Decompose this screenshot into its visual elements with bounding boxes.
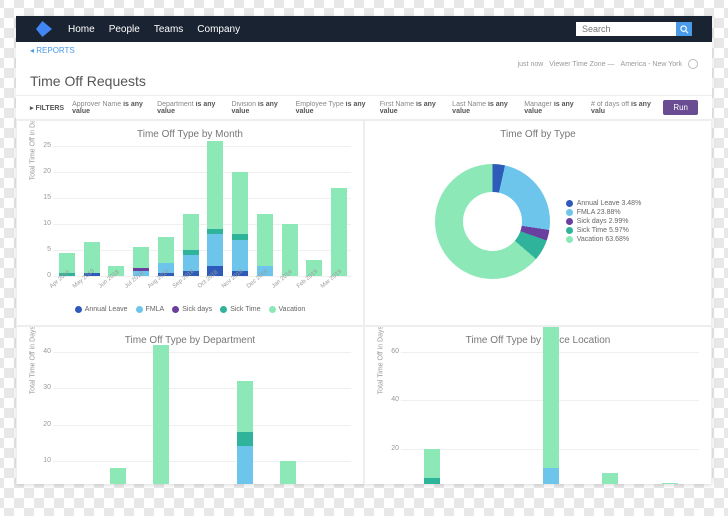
bar: Mar 2019 bbox=[327, 188, 351, 276]
bar: Feb 2019 bbox=[303, 260, 327, 276]
bar bbox=[581, 473, 639, 484]
bar bbox=[522, 326, 580, 484]
filters-label[interactable]: ▸ FILTERS bbox=[30, 104, 64, 112]
filter-item[interactable]: Approver Name is any value bbox=[72, 101, 149, 115]
legend-item: Sick Time bbox=[220, 306, 260, 313]
donut-legend-item: Vacation 63.68% bbox=[566, 236, 642, 243]
filters-row: ▸ FILTERS Approver Name is any value Depa… bbox=[16, 95, 712, 120]
search-icon bbox=[680, 25, 689, 34]
legend-item: Sick days bbox=[172, 306, 212, 313]
search-button[interactable] bbox=[676, 22, 692, 36]
run-button[interactable]: Run bbox=[663, 100, 698, 115]
donut-legend-item: Sick days 2.99% bbox=[566, 218, 642, 225]
chart1-ylabel: Total Time Off in Days bbox=[30, 120, 37, 180]
legend-item: Vacation bbox=[269, 306, 306, 313]
bar: Jan 2019 bbox=[278, 224, 302, 276]
filter-item[interactable]: Manager is any value bbox=[524, 101, 583, 115]
donut-legend-item: Sick Time 5.97% bbox=[566, 227, 642, 234]
filter-item[interactable]: Division is any value bbox=[231, 101, 287, 115]
donut-chart bbox=[435, 164, 550, 279]
bar: Nov 2018 bbox=[228, 172, 252, 276]
nav-teams[interactable]: Teams bbox=[154, 24, 183, 35]
bar: Jul 2018 bbox=[129, 247, 153, 276]
panel-dept: Time Off Type by Department Total Time O… bbox=[16, 326, 364, 484]
filter-item[interactable]: Last Name is any value bbox=[452, 101, 516, 115]
bar: Aug 2018 bbox=[154, 237, 178, 276]
tz-label: Viewer Time Zone — bbox=[549, 61, 614, 68]
chart4-ylabel: Total Time Off in Days bbox=[378, 326, 385, 394]
breadcrumb[interactable]: ◂ REPORTS bbox=[16, 42, 712, 59]
panel-type-title: Time Off by Type bbox=[377, 129, 699, 140]
bar bbox=[225, 381, 266, 484]
nav-company[interactable]: Company bbox=[197, 24, 240, 35]
bar bbox=[267, 461, 308, 484]
chart3-ylabel: Total Time Off in Days bbox=[30, 326, 37, 394]
bar bbox=[403, 449, 461, 484]
bar: May 2018 bbox=[80, 242, 104, 276]
filter-item[interactable]: # of days off is any valu bbox=[591, 101, 655, 115]
top-nav: Home People Teams Company bbox=[16, 16, 712, 42]
legend-item: Annual Leave bbox=[75, 306, 128, 313]
tz-value[interactable]: America - New York bbox=[621, 61, 682, 68]
tz-justnow: just now bbox=[518, 61, 544, 68]
nav-people[interactable]: People bbox=[109, 24, 140, 35]
panel-type: Time Off by Type Annual Leave 3.48% FMLA … bbox=[364, 120, 712, 326]
panel-month-title: Time Off Type by Month bbox=[29, 129, 351, 140]
search-input[interactable] bbox=[576, 22, 676, 36]
legend-item: FMLA bbox=[136, 306, 165, 313]
panel-month: Time Off Type by Month Total Time Off in… bbox=[16, 120, 364, 326]
panel-dept-title: Time Off Type by Department bbox=[29, 335, 351, 346]
bar: Oct 2018 bbox=[204, 141, 228, 276]
logo-icon bbox=[36, 21, 52, 37]
nav-home[interactable]: Home bbox=[68, 24, 95, 35]
filter-item[interactable]: Employee Type is any value bbox=[296, 101, 372, 115]
bar bbox=[140, 345, 181, 484]
bar bbox=[97, 468, 138, 484]
donut-legend-item: FMLA 23.88% bbox=[566, 209, 642, 216]
bar: Jun 2018 bbox=[105, 266, 129, 276]
filter-item[interactable]: First Name is any value bbox=[380, 101, 444, 115]
bar: Apr 2018 bbox=[55, 253, 79, 276]
filter-item[interactable]: Department is any value bbox=[157, 101, 223, 115]
bar: Sep 2018 bbox=[179, 214, 203, 276]
donut-legend-item: Annual Leave 3.48% bbox=[566, 200, 642, 207]
bar bbox=[641, 483, 699, 485]
gear-icon[interactable] bbox=[688, 59, 698, 69]
bar: Dec 2018 bbox=[253, 214, 277, 276]
page-title: Time Off Requests bbox=[16, 71, 712, 95]
panel-loc: Time Off Type by Office Location Total T… bbox=[364, 326, 712, 484]
